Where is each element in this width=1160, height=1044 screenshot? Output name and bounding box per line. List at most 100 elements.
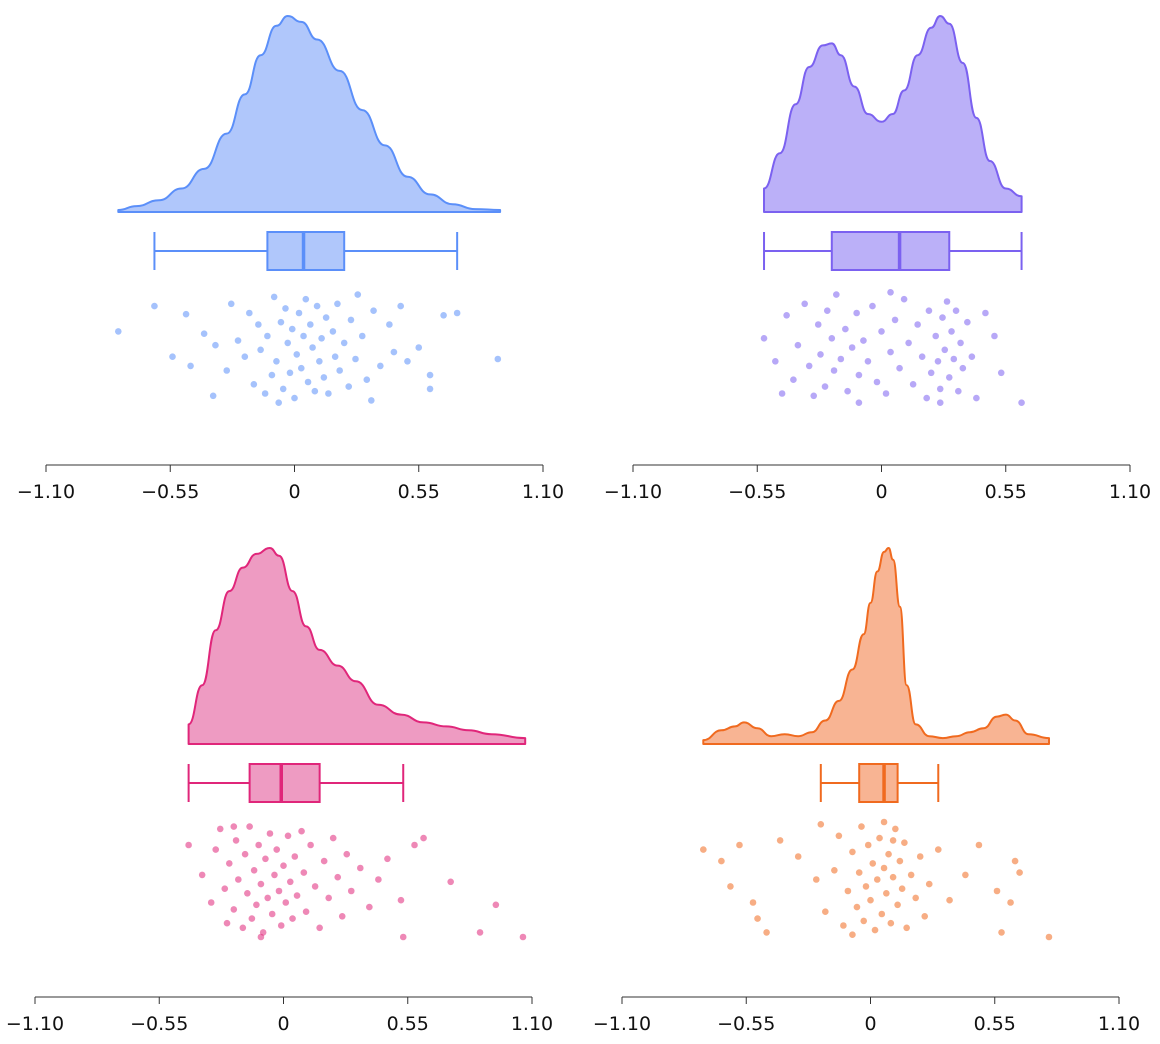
data-point xyxy=(212,341,219,349)
data-point xyxy=(1018,399,1025,407)
data-point xyxy=(494,355,502,363)
data-point xyxy=(182,310,190,318)
data-point xyxy=(927,369,935,377)
x-tick-label: −1.10 xyxy=(17,481,75,503)
data-point xyxy=(948,328,955,335)
data-point xyxy=(261,390,269,397)
data-point xyxy=(997,369,1005,377)
data-point xyxy=(492,901,500,909)
x-tick-label: 0 xyxy=(864,1013,876,1035)
data-point xyxy=(282,899,290,906)
data-point xyxy=(831,867,838,874)
data-point xyxy=(891,316,899,324)
data-point xyxy=(322,314,330,321)
data-point xyxy=(968,353,976,361)
data-point xyxy=(366,903,373,911)
density-curve xyxy=(763,15,1023,213)
data-point xyxy=(185,841,192,849)
data-point xyxy=(230,823,238,830)
data-point xyxy=(280,862,287,869)
data-point xyxy=(316,924,323,932)
data-point xyxy=(368,397,375,404)
data-point xyxy=(271,871,278,879)
data-point xyxy=(925,307,933,315)
data-point xyxy=(257,346,264,354)
data-point xyxy=(700,846,707,853)
data-point xyxy=(869,860,877,867)
data-point xyxy=(864,841,872,849)
data-point xyxy=(255,321,262,328)
data-point xyxy=(805,362,813,370)
data-point xyxy=(855,869,863,876)
data-point xyxy=(835,832,843,840)
data-point xyxy=(801,300,808,308)
x-tick-label: −0.55 xyxy=(130,1013,188,1035)
data-point xyxy=(936,385,944,393)
data-point xyxy=(329,328,337,335)
data-point xyxy=(334,300,341,308)
data-point xyxy=(291,394,298,402)
data-point xyxy=(250,867,258,874)
density-curve xyxy=(187,547,527,745)
data-point xyxy=(736,841,743,849)
data-point xyxy=(476,929,484,936)
data-point xyxy=(849,931,856,938)
data-point xyxy=(352,355,359,363)
data-point xyxy=(934,846,942,853)
data-point xyxy=(311,883,319,890)
x-tick-label: 0 xyxy=(277,1013,289,1035)
data-point xyxy=(257,933,265,941)
data-point xyxy=(932,332,940,340)
data-point xyxy=(338,913,346,920)
x-tick-label: −0.55 xyxy=(717,1013,775,1035)
data-point xyxy=(235,876,242,883)
data-point xyxy=(297,364,305,372)
data-point xyxy=(311,387,319,395)
data-point xyxy=(822,908,829,915)
data-point xyxy=(288,325,296,333)
data-point xyxy=(840,922,847,929)
data-point xyxy=(225,860,233,867)
data-point xyxy=(817,351,824,358)
data-point xyxy=(909,381,917,388)
data-point xyxy=(264,332,271,340)
data-point xyxy=(298,827,305,835)
data-point xyxy=(187,362,194,370)
x-tick-label: 0.55 xyxy=(985,481,1027,503)
data-point xyxy=(357,864,364,872)
data-point xyxy=(867,896,874,904)
data-point xyxy=(878,328,885,335)
data-point xyxy=(925,880,933,888)
data-point xyxy=(962,871,969,879)
data-point xyxy=(246,309,253,317)
data-point xyxy=(440,312,447,319)
data-point xyxy=(309,344,316,351)
data-point xyxy=(982,309,989,317)
data-point xyxy=(241,353,249,361)
data-point xyxy=(273,358,280,365)
panel-bottom-right: −1.10 −0.55 0 0.55 1.10 xyxy=(593,547,1140,1035)
data-point xyxy=(255,841,262,849)
data-point xyxy=(896,364,903,372)
data-point xyxy=(286,878,294,886)
data-point xyxy=(880,818,888,826)
data-point xyxy=(404,358,411,365)
iqr-box xyxy=(248,763,321,803)
density-curve xyxy=(117,15,502,213)
data-point xyxy=(860,917,868,925)
data-point xyxy=(1007,899,1014,906)
data-point xyxy=(370,307,377,315)
data-point xyxy=(882,390,890,397)
data-point xyxy=(754,915,761,922)
data-point xyxy=(198,871,206,879)
data-point xyxy=(223,367,231,374)
data-point xyxy=(293,892,301,899)
data-point xyxy=(869,302,876,310)
data-point xyxy=(955,387,962,395)
data-point xyxy=(883,890,890,897)
data-point xyxy=(896,857,904,865)
data-point xyxy=(823,307,831,315)
data-point xyxy=(892,825,899,833)
data-point xyxy=(901,839,908,846)
